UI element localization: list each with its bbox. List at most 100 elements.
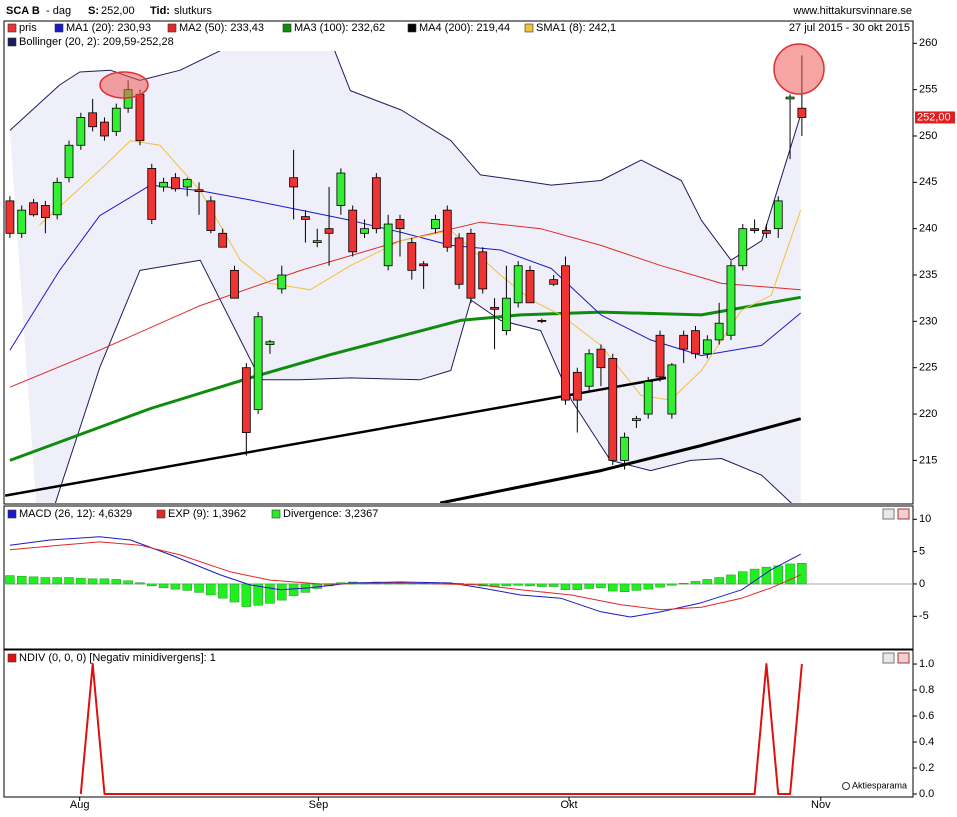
- candle-body: [738, 228, 748, 267]
- candle-body: [608, 358, 618, 461]
- y-tick-label: 5: [919, 546, 925, 558]
- legend-swatch: [524, 23, 534, 33]
- price-panel: 215 220 225 230 235 240 245 250 255 260 252,00 pris…: [3, 20, 955, 505]
- candle-body: [40, 205, 50, 218]
- candle-body: [561, 265, 570, 401]
- settings-button[interactable]: [882, 508, 895, 520]
- close: 252,00: [101, 5, 135, 17]
- divergence-bar: [206, 583, 216, 596]
- plot-area: [4, 536, 913, 618]
- ndiv-panel: 0.0 0.2 0.4 0.6 0.8 1.0 NDIV (0, 0, 0) [Negati…: [3, 649, 934, 800]
- divergence-bar: [525, 583, 535, 587]
- y-tick-label: 0.4: [919, 736, 934, 748]
- candle-body: [395, 219, 405, 230]
- divergence-bar: [619, 583, 630, 592]
- candle-body: [29, 202, 38, 216]
- close-button[interactable]: [897, 652, 910, 664]
- divergence-bar: [64, 577, 74, 585]
- divergence-bar: [584, 583, 594, 589]
- line: [9, 541, 801, 611]
- line: [4, 376, 667, 497]
- candle-body: [52, 181, 62, 216]
- candle-body: [407, 242, 417, 271]
- divergence-bar: [655, 583, 665, 588]
- candle-body: [667, 364, 677, 415]
- candle-body: [454, 237, 464, 285]
- candle-body: [572, 371, 582, 401]
- close-label: S:: [88, 5, 99, 17]
- candle-body: [348, 209, 358, 253]
- plot-area: [4, 22, 807, 503]
- candle-body: [490, 307, 499, 310]
- candle-body: [159, 181, 168, 188]
- legend-swatch: [167, 23, 177, 33]
- divergence-bar: [667, 583, 677, 586]
- candle-body: [513, 265, 523, 304]
- candle-body: [312, 240, 322, 243]
- candle-body: [549, 279, 559, 285]
- candle-body: [773, 200, 783, 230]
- candle-body: [584, 353, 594, 387]
- y-tick-label: 240: [919, 223, 937, 235]
- close-button[interactable]: [897, 508, 910, 520]
- legend-swatch: [7, 23, 17, 33]
- price-tag-label: 252,00: [917, 111, 951, 123]
- y-tick-label: 10: [919, 513, 931, 525]
- y-tick-label: 1.0: [919, 658, 934, 670]
- divergence-bar: [537, 583, 547, 587]
- candle-body: [336, 172, 346, 206]
- x-tick-label: Sep: [309, 799, 329, 811]
- settings-button[interactable]: [882, 652, 895, 664]
- divergence-bar: [5, 575, 15, 585]
- divergence-bar: [229, 583, 240, 603]
- legend-label: EXP (9): 1,3962: [168, 508, 246, 520]
- candle-body: [466, 232, 476, 299]
- legend-swatch: [156, 509, 166, 519]
- divergence-bar: [513, 583, 523, 586]
- candle-body: [419, 263, 429, 267]
- candle-body: [620, 436, 629, 461]
- divergence-bar: [87, 578, 98, 585]
- legend-swatch: [54, 23, 64, 33]
- divergence-bar: [135, 582, 145, 585]
- candle-body: [702, 339, 712, 355]
- candle-body: [182, 179, 192, 188]
- candle-body: [265, 341, 275, 345]
- divergence-bar: [572, 583, 583, 591]
- legend-label: NDIV (0, 0, 0) [Negativ minidivergens]: …: [19, 652, 216, 664]
- line: [9, 221, 801, 388]
- candle-body: [797, 107, 807, 118]
- line: [54, 259, 793, 503]
- candle-body: [111, 107, 121, 132]
- divergence-bar: [16, 575, 27, 585]
- y-tick-label: 245: [919, 176, 937, 188]
- candle-body: [478, 251, 488, 290]
- legend-swatch: [407, 23, 417, 33]
- divergence-bar: [608, 583, 618, 592]
- candle-body: [17, 209, 27, 234]
- y-tick-label: 255: [919, 84, 937, 96]
- candle-body: [289, 177, 299, 188]
- divergence-bar: [52, 577, 62, 585]
- divergence-bar: [123, 580, 133, 585]
- time-label: Tid:: [150, 5, 170, 17]
- line: [9, 184, 802, 357]
- candle-body: [170, 177, 180, 190]
- divergence-bar: [560, 583, 571, 591]
- candle-body: [194, 189, 204, 193]
- highlight-circle: [99, 71, 149, 99]
- candle-body: [655, 334, 665, 378]
- y-tick-label: 0.0: [919, 788, 934, 800]
- divergence-bar: [643, 583, 653, 590]
- divergence-bar: [194, 583, 204, 593]
- top-layer: Aktiesparama: [99, 43, 910, 790]
- candle-body: [525, 269, 535, 304]
- divergence-bar: [265, 583, 275, 604]
- divergence-bar: [147, 583, 157, 587]
- divergence-bar: [182, 583, 192, 591]
- legend-swatch: [7, 37, 17, 47]
- time: slutkurs: [174, 5, 212, 17]
- legend-swatch: [7, 509, 17, 519]
- candle-body: [631, 418, 641, 421]
- legend-label: Divergence: 3,2367: [283, 508, 378, 520]
